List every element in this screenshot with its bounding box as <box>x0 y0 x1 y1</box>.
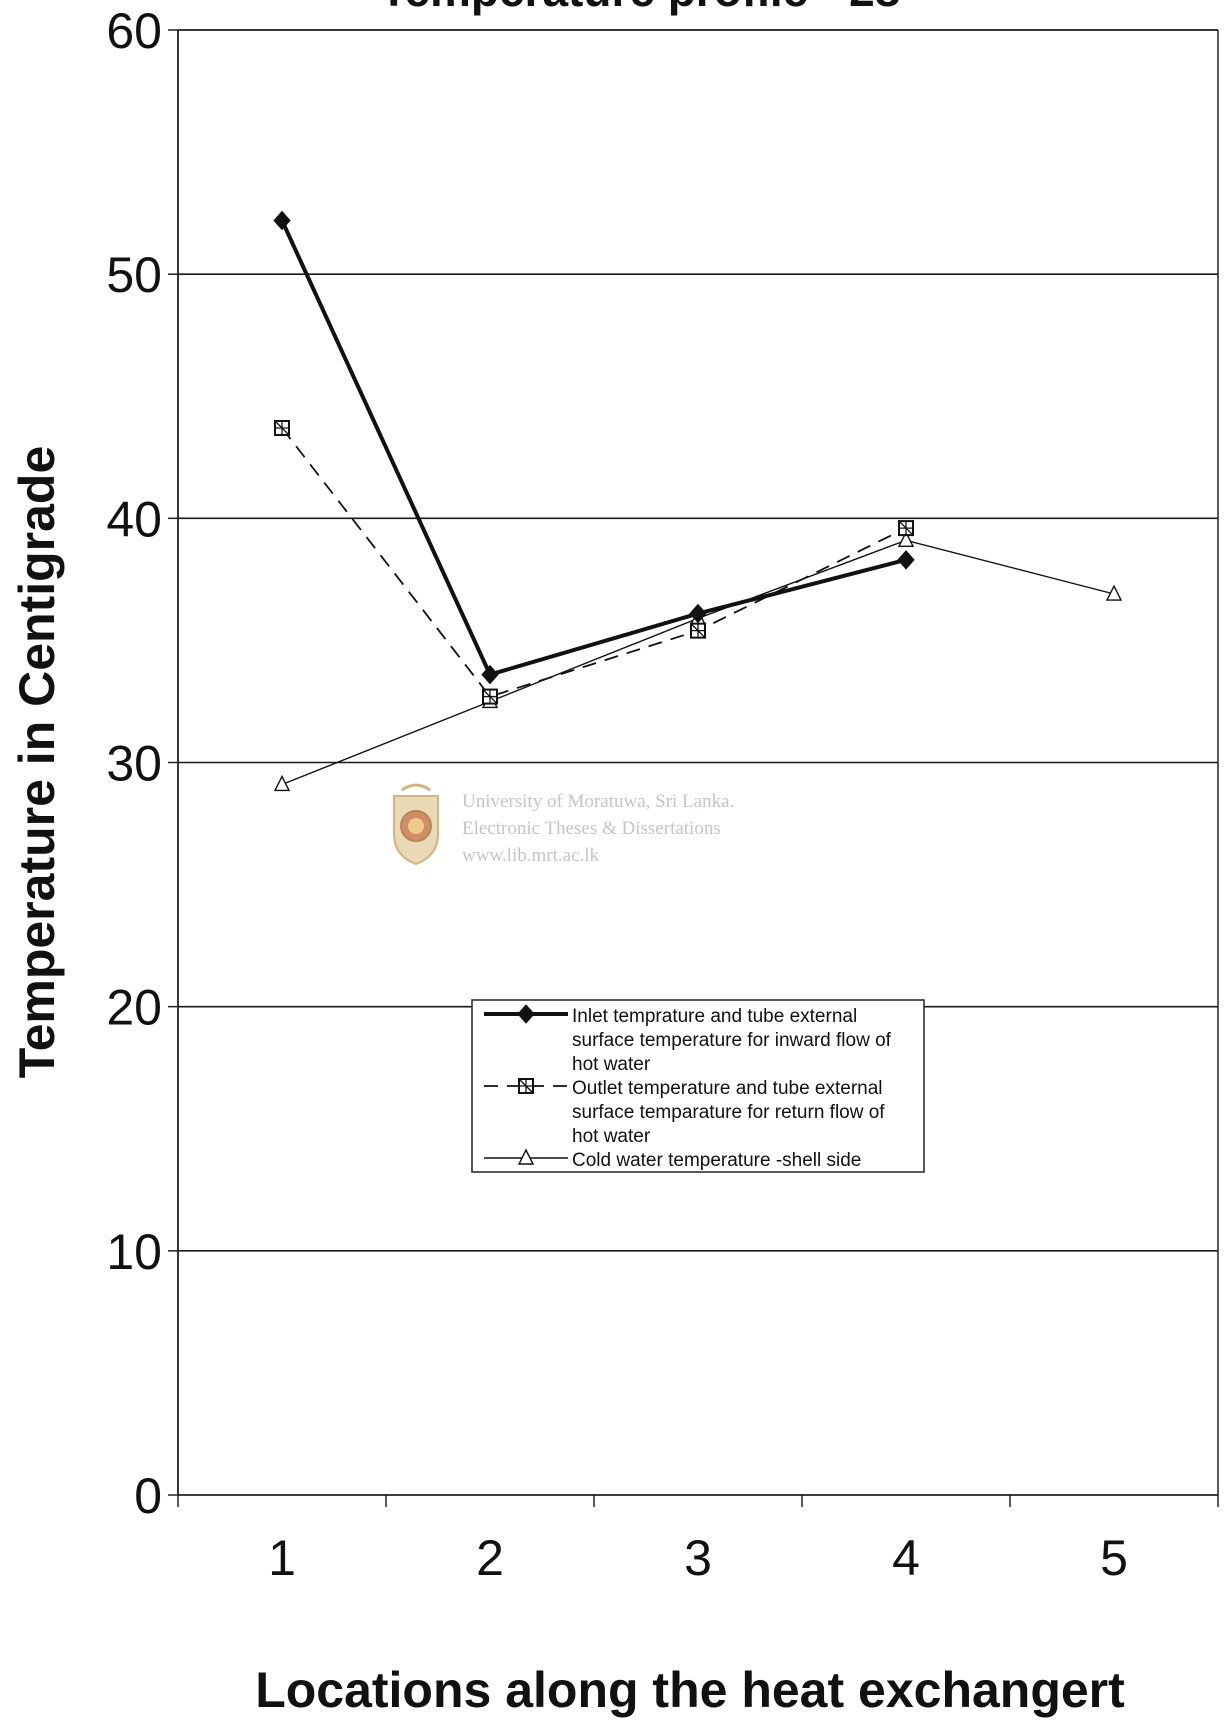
legend-marker-2 <box>518 1078 534 1094</box>
series-2-point-4-hatch <box>898 520 914 536</box>
y-tick-label-60: 60 <box>106 3 162 59</box>
series-3-point-4 <box>897 530 915 548</box>
gridlines <box>178 29 1218 1252</box>
series-2-point-4 <box>898 520 914 537</box>
series-1-point-4 <box>897 550 915 570</box>
series-3 <box>273 530 1123 792</box>
series-lines <box>273 210 1123 792</box>
series-2-point-3-hatch <box>690 623 706 639</box>
legend-marker-2-hatch <box>518 1078 534 1094</box>
x-tick-label-1: 1 <box>268 1530 296 1586</box>
legend-label-2-line-1: Outlet temperature and tube external <box>572 1078 883 1099</box>
legend-box <box>471 999 925 1173</box>
series-2-point-1-hatch <box>274 420 290 436</box>
series-3-line <box>281 539 1115 786</box>
series-3-point-1 <box>273 774 291 792</box>
watermark: University of Moratuwa, Sri Lanka. Elect… <box>393 783 734 866</box>
y-axis-title: Temperature in Centigrade <box>9 446 65 1079</box>
y-tick-label-30: 30 <box>106 736 162 792</box>
y-tick-label-0: 0 <box>134 1468 162 1524</box>
watermark-line-2: Electronic Theses & Dissertations <box>462 818 721 839</box>
x-tick-label-5: 5 <box>1100 1530 1128 1586</box>
legend-marker-1 <box>517 1004 535 1024</box>
series-1-point-3 <box>689 603 707 624</box>
legend-label-2-line-3: hot water <box>572 1126 651 1147</box>
y-tick-label-50: 50 <box>106 247 162 303</box>
series-2-point-3 <box>690 622 706 639</box>
series-1 <box>273 210 915 685</box>
series-3-point-5 <box>1105 584 1123 601</box>
x-axis-title: Locations along the heat exchangert <box>255 1662 1125 1718</box>
legend-label-1-line-2: surface temperature for inward flow of <box>572 1030 892 1051</box>
x-tick-label-4: 4 <box>892 1530 920 1586</box>
legend-label-2-line-2: surface temparature for return flow of <box>572 1102 885 1123</box>
series-1-point-1 <box>273 210 291 231</box>
series-2-point-2 <box>482 688 498 705</box>
series-2-line <box>281 427 907 698</box>
y-tick-label-40: 40 <box>106 491 162 547</box>
university-seal-icon <box>393 783 439 866</box>
watermark-line-3: www.lib.mrt.ac.lk <box>462 845 600 866</box>
legend-label-1-line-3: hot water <box>572 1054 651 1075</box>
legend-label-1-line-1: Inlet temprature and tube external <box>572 1006 857 1027</box>
series-2-point-2-hatch <box>482 689 498 705</box>
legend-label-3-line-1: Cold water temperature -shell side <box>572 1150 861 1171</box>
x-tick-label-2: 2 <box>476 1530 504 1586</box>
watermark-line-1: University of Moratuwa, Sri Lanka. <box>462 791 734 812</box>
axes: 0 10 20 30 40 50 60 1 2 3 4 5 <box>106 3 1219 1586</box>
series-2 <box>274 419 914 705</box>
y-tick-label-10: 10 <box>106 1224 162 1280</box>
series-1-point-2 <box>481 664 499 685</box>
chart-title: Temperature profile - 28 <box>380 0 901 16</box>
x-tick-label-3: 3 <box>684 1530 712 1586</box>
series-1-line <box>280 219 907 678</box>
y-tick-label-20: 20 <box>106 980 162 1036</box>
series-2-point-1 <box>274 419 290 436</box>
legend-marker-3 <box>517 1148 535 1165</box>
legend: Inlet temprature and tube external surfac… <box>471 999 925 1173</box>
